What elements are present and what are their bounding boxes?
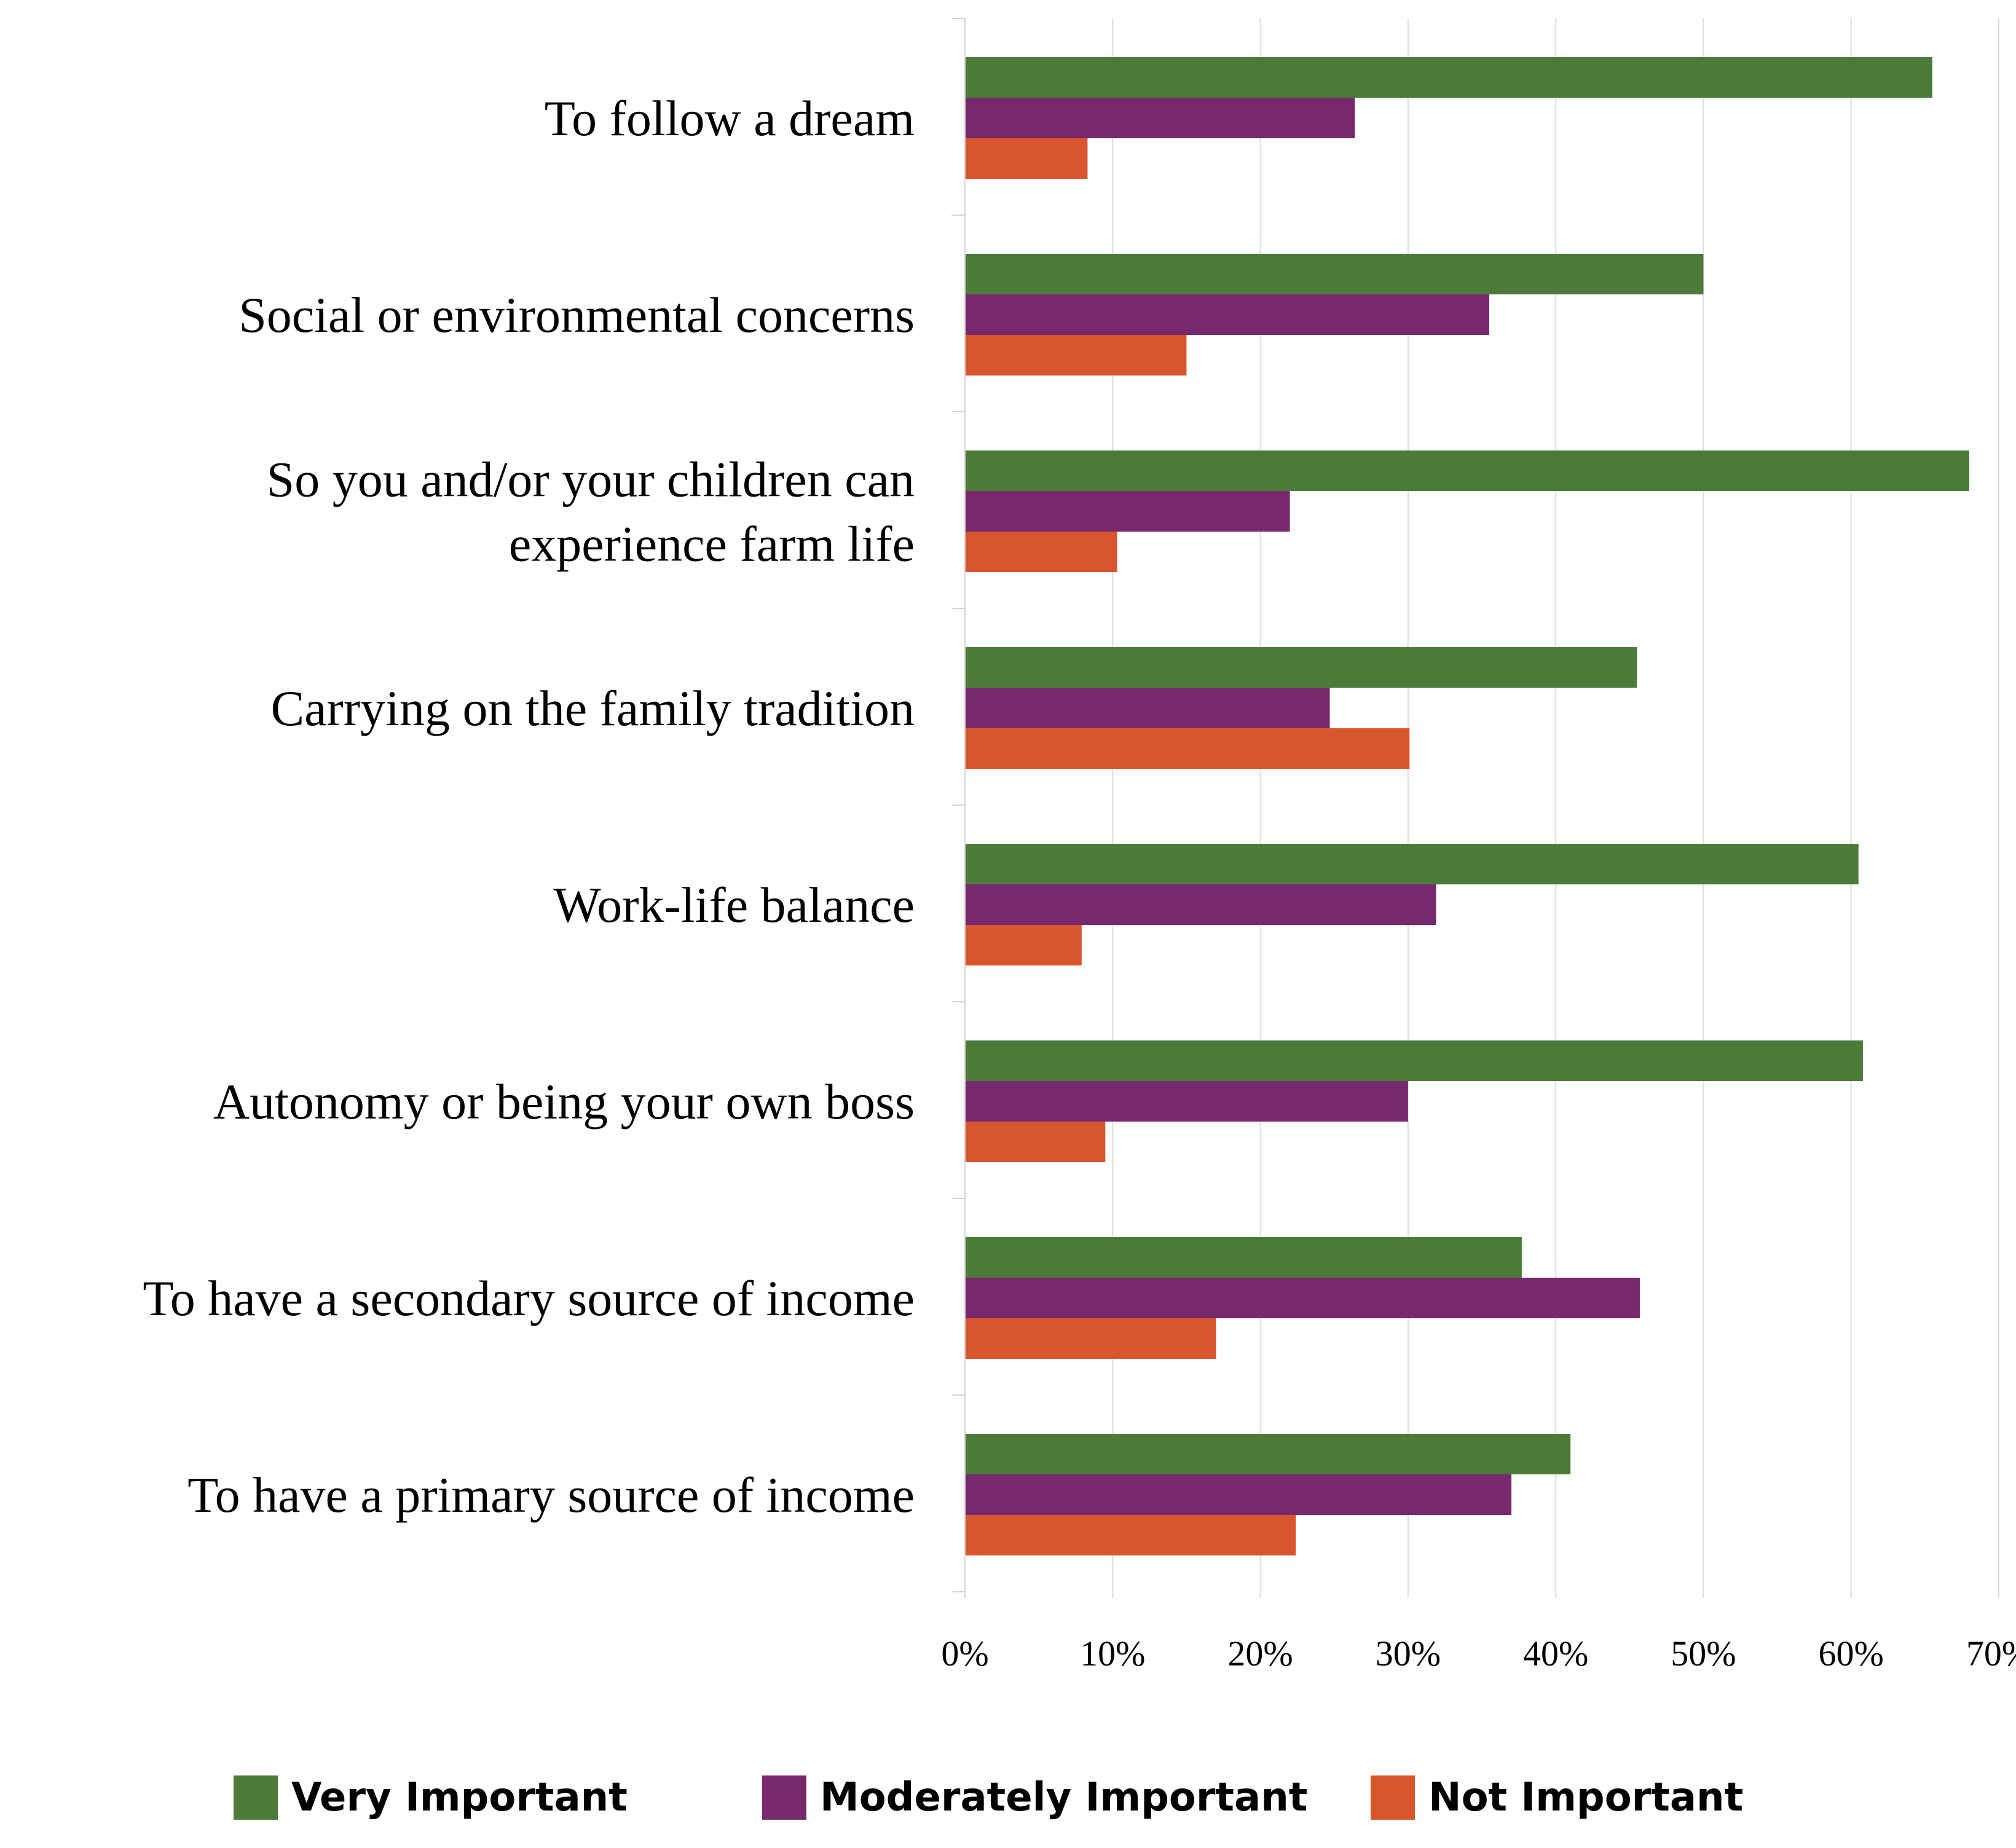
bars (965, 57, 1969, 1555)
bar-not-important-5 (965, 925, 1082, 965)
x-tick-labels: 0% 10% 20% 30% 40% 50% 60% 70% (941, 1634, 2016, 1673)
x-tick-label: 50% (1671, 1634, 1736, 1673)
bar-moderately-important-7 (965, 1278, 1640, 1318)
x-tick-label: 0% (941, 1634, 988, 1673)
bar-moderately-important-2 (965, 294, 1490, 335)
category-label-line: Carrying on the family tradition (270, 680, 915, 736)
bar-moderately-important-8 (965, 1474, 1512, 1515)
legend-swatch-very-important (234, 1775, 278, 1820)
bar-moderately-important-5 (965, 884, 1436, 925)
bar-moderately-important-1 (965, 98, 1355, 138)
category-label-line: To have a secondary source of income (143, 1270, 915, 1326)
bar-very-important-5 (965, 844, 1859, 884)
bar-not-important-2 (965, 335, 1187, 375)
bar-very-important-4 (965, 647, 1637, 688)
category-label-line: Social or environmental concerns (238, 287, 915, 343)
bar-very-important-8 (965, 1434, 1571, 1474)
bar-not-important-4 (965, 728, 1410, 769)
bar-not-important-1 (965, 138, 1088, 179)
legend-item-not-important: Not Important (1371, 1770, 1743, 1825)
bar-not-important-8 (965, 1515, 1296, 1555)
category-label: Autonomy or being your own boss (213, 1074, 915, 1130)
category-label-line: To follow a dream (545, 90, 915, 146)
bar-moderately-important-3 (965, 491, 1290, 532)
category-label: Social or environmental concerns (238, 287, 915, 343)
bar-moderately-important-6 (965, 1081, 1408, 1122)
bar-not-important-3 (965, 532, 1117, 572)
bar-very-important-3 (965, 450, 1969, 491)
category-label-line: So you and/or your children can (267, 452, 915, 508)
category-label-line: Autonomy or being your own boss (213, 1074, 915, 1130)
x-tick-label: 30% (1376, 1634, 1441, 1673)
legend-label-moderately-important: Moderately Important (820, 1775, 1308, 1820)
category-label: Work-life balance (553, 877, 915, 933)
bar-moderately-important-4 (965, 688, 1330, 728)
bar-very-important-1 (965, 57, 1932, 98)
x-tick-label: 60% (1819, 1634, 1884, 1673)
category-label: To have a secondary source of income (143, 1270, 915, 1326)
legend-swatch-not-important (1371, 1775, 1415, 1820)
legend-swatch-moderately-important (762, 1775, 806, 1820)
bar-very-important-6 (965, 1040, 1863, 1081)
bar-not-important-6 (965, 1122, 1106, 1162)
bar-very-important-7 (965, 1237, 1522, 1278)
category-label: To have a primary source of income (187, 1467, 915, 1523)
category-axis (951, 18, 966, 1598)
category-label: So you and/or your children can experienc… (267, 452, 915, 572)
bar-very-important-2 (965, 254, 1704, 294)
category-label-line: experience farm life (509, 516, 915, 572)
category-label-line: Work-life balance (553, 877, 915, 933)
legend: Very Important Moderately Important Not … (0, 1770, 2016, 1848)
category-label: To follow a dream (545, 90, 915, 146)
legend-item-very-important: Very Important (234, 1770, 628, 1825)
category-labels: To follow a dream Social or environmental… (143, 90, 915, 1523)
category-label-line: To have a primary source of income (187, 1467, 915, 1523)
bar-not-important-7 (965, 1318, 1216, 1359)
x-tick-label: 10% (1080, 1634, 1145, 1673)
legend-item-moderately-important: Moderately Important (762, 1770, 1307, 1825)
category-label: Carrying on the family tradition (270, 680, 915, 736)
x-tick-label: 70% (1966, 1634, 2016, 1673)
legend-label-not-important: Not Important (1428, 1775, 1744, 1820)
x-tick-label: 20% (1227, 1634, 1293, 1673)
legend-label-very-important: Very Important (291, 1775, 628, 1820)
x-tick-label: 40% (1523, 1634, 1588, 1673)
